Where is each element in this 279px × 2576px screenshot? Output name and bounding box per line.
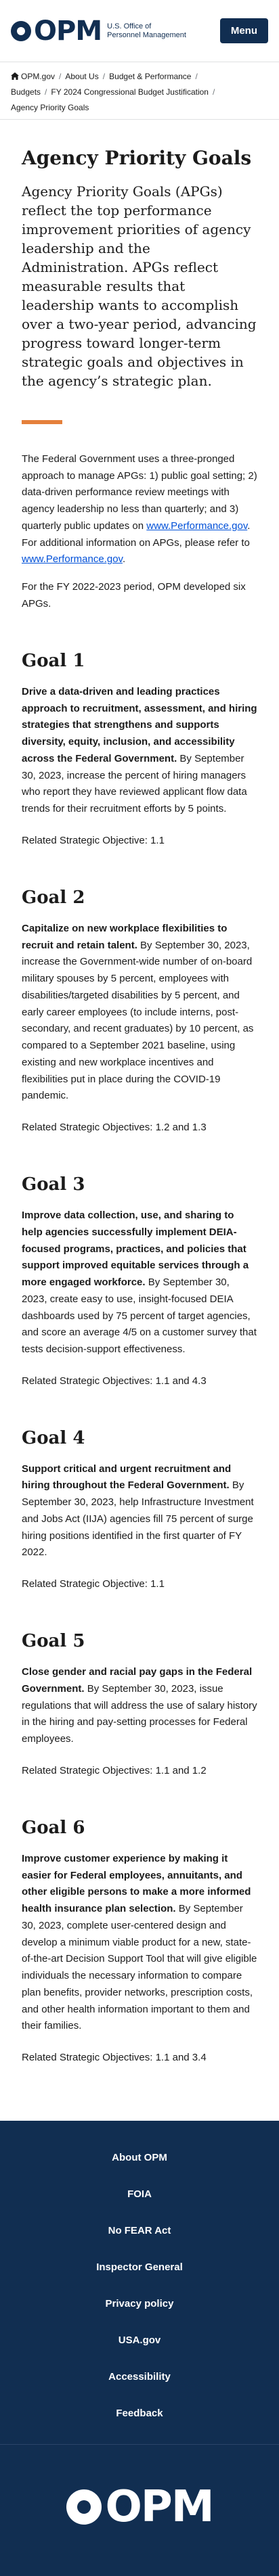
goal-description: Drive a data-driven and leading practice… xyxy=(22,684,257,818)
intro-text-end: . xyxy=(122,553,126,566)
breadcrumb-separator: / xyxy=(212,87,215,97)
performance-gov-link-2[interactable]: www.Performance.gov xyxy=(22,553,123,566)
agency-name-line1: U.S. Office of xyxy=(107,22,152,30)
footer-link-item: Inspector General xyxy=(0,2261,279,2274)
goal-description: Improve customer experience by making it… xyxy=(22,1851,257,2035)
footer-link-no-fear-act[interactable]: No FEAR Act xyxy=(108,2224,171,2236)
goal-title: Goal 5 xyxy=(22,1630,85,1651)
breadcrumb-link-about[interactable]: About Us xyxy=(65,72,99,81)
goal-related-objective: Related Strategic Objectives: 1.2 and 1.… xyxy=(22,1122,207,1134)
footer-link-privacy[interactable]: Privacy policy xyxy=(105,2297,174,2309)
performance-gov-link[interactable]: www.Performance.gov xyxy=(146,520,248,532)
goal-related-objective: Related Strategic Objectives: 1.1 and 1.… xyxy=(22,1764,207,1776)
main-content: Agency Priority Goals Agency Priority Go… xyxy=(0,147,279,2093)
goal-section: Goal 3 Improve data collection, use, and… xyxy=(22,1174,257,1390)
goal-statement: Capitalize on new workplace flexibilitie… xyxy=(22,922,228,951)
footer-link-item: No FEAR Act xyxy=(0,2225,279,2237)
goal-statement: Improve customer experience by making it… xyxy=(22,1852,251,1915)
logo-mark: OPM xyxy=(11,18,102,45)
footer-link-accessibility[interactable]: Accessibility xyxy=(108,2370,171,2383)
breadcrumb-link-fy2024-cbj[interactable]: FY 2024 Congressional Budget Justificati… xyxy=(51,87,209,97)
footer-link-item: FOIA xyxy=(0,2188,279,2201)
goal-related-objective: Related Strategic Objectives: 1.1 and 3.… xyxy=(22,2052,207,2064)
footer-link-item: USA.gov xyxy=(0,2334,279,2347)
goal-detail: By September 30, 2023, increase the perc… xyxy=(22,752,247,815)
site-header: OPM U.S. Office of Personnel Management … xyxy=(0,0,279,62)
goal-title: Goal 2 xyxy=(22,887,85,908)
goal-title: Goal 6 xyxy=(22,1817,85,1838)
goal-related-objective: Related Strategic Objective: 1.1 xyxy=(22,1578,165,1590)
goal-detail: By September 30, 2023, create easy to us… xyxy=(22,1276,257,1356)
breadcrumb-link-budgets[interactable]: Budgets xyxy=(11,87,41,97)
breadcrumb-link-home[interactable]: OPM.gov xyxy=(21,72,56,81)
goal-detail: By September 30, 2023, issue regulations… xyxy=(22,1682,257,1745)
footer-link-feedback[interactable]: Feedback xyxy=(116,2407,163,2419)
goal-detail: By September 30, 2023, help Infrastructu… xyxy=(22,1479,254,1559)
footer-link-item: About OPM xyxy=(0,2152,279,2164)
goal-section: Goal 2 Capitalize on new workplace flexi… xyxy=(22,888,257,1136)
opm-seal-icon xyxy=(11,20,31,41)
goal-statement: Support critical and urgent recruitment … xyxy=(22,1463,232,1492)
footer-links: About OPM FOIA No FEAR Act Inspector Gen… xyxy=(0,2152,279,2420)
footer-opm-seal-icon xyxy=(66,2489,102,2525)
intro-text: The Federal Government uses a three-pron… xyxy=(22,453,257,532)
goal-title: Goal 3 xyxy=(22,1174,85,1195)
footer-link-foia[interactable]: FOIA xyxy=(127,2188,152,2200)
goal-title: Goal 1 xyxy=(22,650,85,671)
footer-logo-mark: OPM xyxy=(66,2481,215,2532)
site-footer: About OPM FOIA No FEAR Act Inspector Gen… xyxy=(0,2120,279,2576)
breadcrumb-separator: / xyxy=(59,72,62,81)
footer-link-usa-gov[interactable]: USA.gov xyxy=(118,2334,161,2346)
accent-divider xyxy=(22,419,62,424)
footer-link-about[interactable]: About OPM xyxy=(112,2151,167,2163)
goal-title: Goal 4 xyxy=(22,1427,85,1448)
breadcrumb-separator: / xyxy=(102,72,106,81)
goal-description: Support critical and urgent recruitment … xyxy=(22,1461,257,1562)
intro-text-mid: . For additional information on APGs, pl… xyxy=(22,520,251,549)
breadcrumb: OPM.gov / About Us / Budget & Performance / B… xyxy=(0,62,279,120)
goal-description: Capitalize on new workplace flexibilitie… xyxy=(22,921,257,1105)
footer-logo-wordmark: OPM xyxy=(105,2481,215,2532)
logo-wordmark: OPM xyxy=(34,15,102,47)
goal-detail: By September 30, 2023, increase the Gove… xyxy=(22,939,254,1102)
goal-statement: Improve data collection, use, and sharin… xyxy=(22,1210,249,1289)
goal-section: Goal 4 Support critical and urgent recru… xyxy=(22,1428,257,1593)
footer-logo[interactable]: OPM xyxy=(0,2443,279,2576)
footer-link-item: Feedback xyxy=(0,2408,279,2420)
agency-name-line2: Personnel Management xyxy=(107,30,186,39)
goal-related-objective: Related Strategic Objectives: 1.1 and 4.… xyxy=(22,1375,207,1387)
goal-statement: Close gender and racial pay gaps in the … xyxy=(22,1666,253,1695)
goal-description: Improve data collection, use, and sharin… xyxy=(22,1208,257,1358)
opm-logo[interactable]: OPM U.S. Office of Personnel Management xyxy=(11,18,186,45)
intro-paragraph: The Federal Government uses a three-pron… xyxy=(22,451,257,568)
goal-related-objective: Related Strategic Objective: 1.1 xyxy=(22,834,165,846)
breadcrumb-link-budget-performance[interactable]: Budget & Performance xyxy=(109,72,192,81)
home-icon xyxy=(11,72,19,80)
menu-button[interactable]: Menu xyxy=(219,18,268,43)
goal-description: Close gender and racial pay gaps in the … xyxy=(22,1664,257,1748)
goal-detail: By September 30, 2023, complete user-cen… xyxy=(22,1903,257,2032)
footer-link-item: Privacy policy xyxy=(0,2298,279,2310)
goal-section: Goal 5 Close gender and racial pay gaps … xyxy=(22,1631,257,1780)
breadcrumb-current: Agency Priority Goals xyxy=(11,102,89,112)
breadcrumb-separator: / xyxy=(195,72,198,81)
goal-section: Goal 1 Drive a data-driven and leading p… xyxy=(22,651,257,850)
lead-paragraph: Agency Priority Goals (APGs) reflect the… xyxy=(22,183,257,389)
page-title: Agency Priority Goals xyxy=(22,147,252,170)
footer-link-inspector-general[interactable]: Inspector General xyxy=(96,2261,183,2273)
intro-paragraph-2: For the FY 2022-2023 period, OPM develop… xyxy=(22,581,246,610)
goal-statement: Drive a data-driven and leading practice… xyxy=(22,685,257,764)
agency-name: U.S. Office of Personnel Management xyxy=(107,22,186,39)
breadcrumb-separator: / xyxy=(45,87,47,97)
goal-section: Goal 6 Improve customer experience by ma… xyxy=(22,1818,257,2067)
footer-link-item: Accessibility xyxy=(0,2371,279,2383)
